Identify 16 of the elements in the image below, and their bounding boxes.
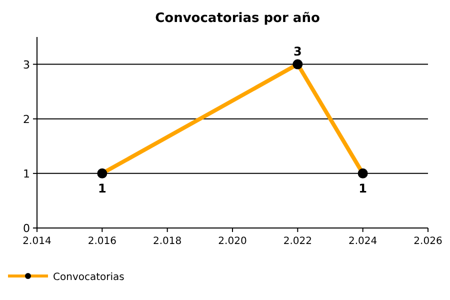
y-tick-label: 0: [23, 222, 30, 235]
x-tick-label: 2.024: [348, 236, 378, 247]
x-tick-label: 2.014: [22, 236, 52, 247]
legend-label: Convocatorias: [53, 272, 124, 283]
x-tick-label: 2.020: [218, 236, 247, 247]
y-tick-label: 1: [23, 167, 30, 180]
x-tick-label: 2.016: [88, 236, 116, 247]
chart-title: Convocatorias por año: [155, 11, 320, 26]
y-tick-label: 2: [23, 112, 30, 126]
data-label: 3: [293, 44, 302, 58]
x-tick-label: 2.022: [283, 236, 312, 247]
data-label: 1: [358, 181, 368, 196]
x-tick-label: 2.026: [414, 236, 442, 247]
data-label: 1: [98, 181, 106, 196]
x-tick-label: 2.018: [153, 236, 182, 247]
y-tick-label: 3: [23, 58, 30, 72]
